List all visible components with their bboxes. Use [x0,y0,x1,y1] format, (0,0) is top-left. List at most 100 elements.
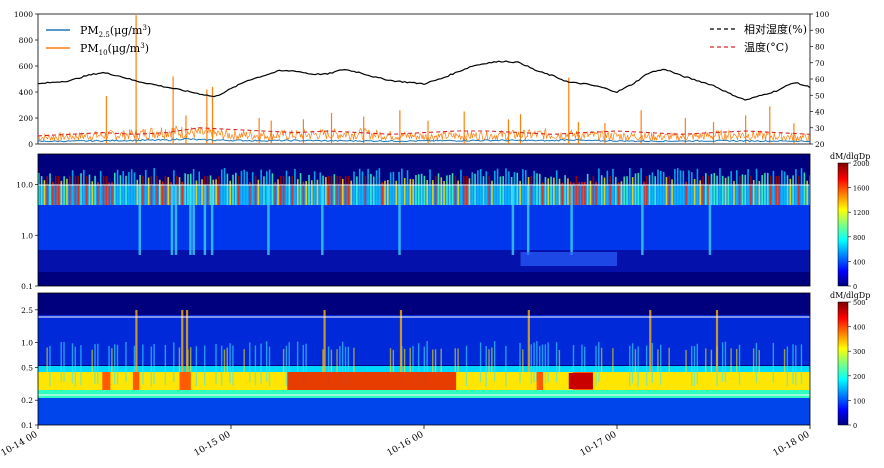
heatmap-1-cell [102,176,105,186]
heatmap-1-cell [412,179,414,205]
heatmap-1-cell [522,169,524,205]
heatmap-1-cell [612,169,614,205]
right-y-tick-label: 70 [815,59,825,68]
heatmap-1-y-axis: 0.1 1.0 10.0 [16,181,38,291]
heatmap-1-y-tick-label: 0.1 [21,282,33,291]
heatmap-1-cell [74,176,77,186]
heatmap-2-cell [268,346,271,387]
heatmap-1-cell [463,176,465,186]
heatmap-2-cell [116,344,119,385]
heatmap-1-cell [465,183,468,205]
heatmap-2-cell [693,346,696,387]
heatmap-2-streak [323,310,326,372]
heatmap-1-cell [209,175,212,205]
heatmap-2-cell [417,343,420,384]
heatmap-2-cell [296,341,299,382]
heatmap-1-cell [423,175,426,205]
heatmap-2-cell [173,342,175,383]
left-y-tick-label: 0 [28,140,33,149]
heatmap-1-streak [138,185,142,255]
heatmap-1-cell [299,173,302,205]
heatmap-1-cell [364,176,367,186]
heatmap-1-cell [645,185,648,205]
heatmap-1-cell [246,171,248,205]
heatmap-1-cell [640,168,642,205]
heatmap-1-cell [235,172,237,205]
heatmap-1-cell [57,176,60,186]
right-y-tick-label: 90 [815,26,825,35]
heatmap-1-cell [553,177,555,205]
heatmap-1-cell [38,172,40,205]
heatmap-1-cell [384,180,386,205]
heatmap-1-cell [206,182,209,205]
heatmap-2-cell [600,347,603,388]
heatmap-1-cell [620,181,623,205]
heatmap-2-cell [133,345,136,386]
heatmap-2-cell [581,344,583,385]
heatmap-1-cell [581,181,583,205]
heatmap-1-cell [218,176,220,186]
heatmap-2-cell [488,349,490,390]
heatmap-1-cell [530,176,533,186]
heatmap-2-cell [634,349,637,390]
left-y-tick-label: 600 [19,62,34,71]
heatmap-panel-1: 0.1 1.0 10.0 dM/dlgDp 0 400 800 1200 1600 2000 [16,152,870,291]
heatmap-1-cell [356,176,358,205]
heatmap-2-colorbar-tick-label: 300 [853,348,865,356]
heatmap-1-cell [603,177,606,205]
heatmap-1-cell [156,176,158,186]
heatmap-1-cell [614,176,617,205]
heatmap-2-cell [347,346,350,387]
heatmap-1-cell [265,171,268,205]
heatmap-1-cell [508,171,510,205]
x-tick-label: 10-15 00 [193,430,233,459]
heatmap-2-cell [223,349,226,390]
heatmap-1-cell [294,168,296,205]
heatmap-1-cell [229,180,231,205]
heatmap-1-cell [218,183,220,205]
heatmap-1-cell [797,185,800,205]
heatmap-1-cell [68,176,71,186]
heatmap-1-cell [797,176,800,186]
heatmap-1-cell [547,178,550,205]
heatmap-1-cell [654,176,656,205]
heatmap-1-cell [175,176,178,186]
heatmap-1-cell [465,176,468,186]
x-tick-label: 10-18 00 [772,430,812,459]
heatmap-2-cell [705,348,707,389]
heatmap-2-cell [409,347,411,388]
heatmap-2-cell [479,342,482,383]
heatmap-2-cell [612,348,614,389]
heatmap-1-streak [526,185,530,255]
heatmap-1-cell [491,180,493,205]
left-y-axis: 0 200 400 600 800 1000 [14,10,38,149]
heatmap-1-cell [702,185,704,205]
heatmap-2-cell [736,349,738,390]
heatmap-1-cell [353,171,355,205]
heatmap-1-cell [403,177,406,205]
heatmap-2-cell [215,344,217,385]
heatmap-1-cell [336,176,338,186]
heatmap-1-cell [702,176,704,186]
heatmap-1-cell [164,185,167,205]
heatmap-2-cell [541,344,544,385]
heatmap-1-cell [161,181,164,205]
heatmap-1-cell [685,181,687,205]
heatmap-2-cell [94,344,96,385]
heatmap-2-cell [637,346,639,387]
heatmap-1-cell [451,173,454,205]
right-y-tick-label: 80 [815,43,825,52]
heatmap-2-y-axis: 0.1 0.2 0.5 1.0 2.5 [21,306,38,430]
heatmap-2-colorbar-tick-label: 400 [853,324,865,332]
heatmap-1-colorbar-tick-label: 0 [853,283,857,291]
heatmap-1-cell [133,172,136,205]
heatmap-1-cell [339,176,341,186]
temperature-line [38,127,810,137]
legend-left: PM2.5(μg/m3) PM10(μg/m3) [46,24,151,57]
heatmap-2-cell [434,349,437,390]
heatmap-2-cell [254,345,257,386]
heatmap-2-colorbar: dM/dlgDp 0 100 200 300 400 500 [830,291,870,430]
heatmap-1-cell [296,179,299,205]
heatmap-1-cell [184,173,186,205]
